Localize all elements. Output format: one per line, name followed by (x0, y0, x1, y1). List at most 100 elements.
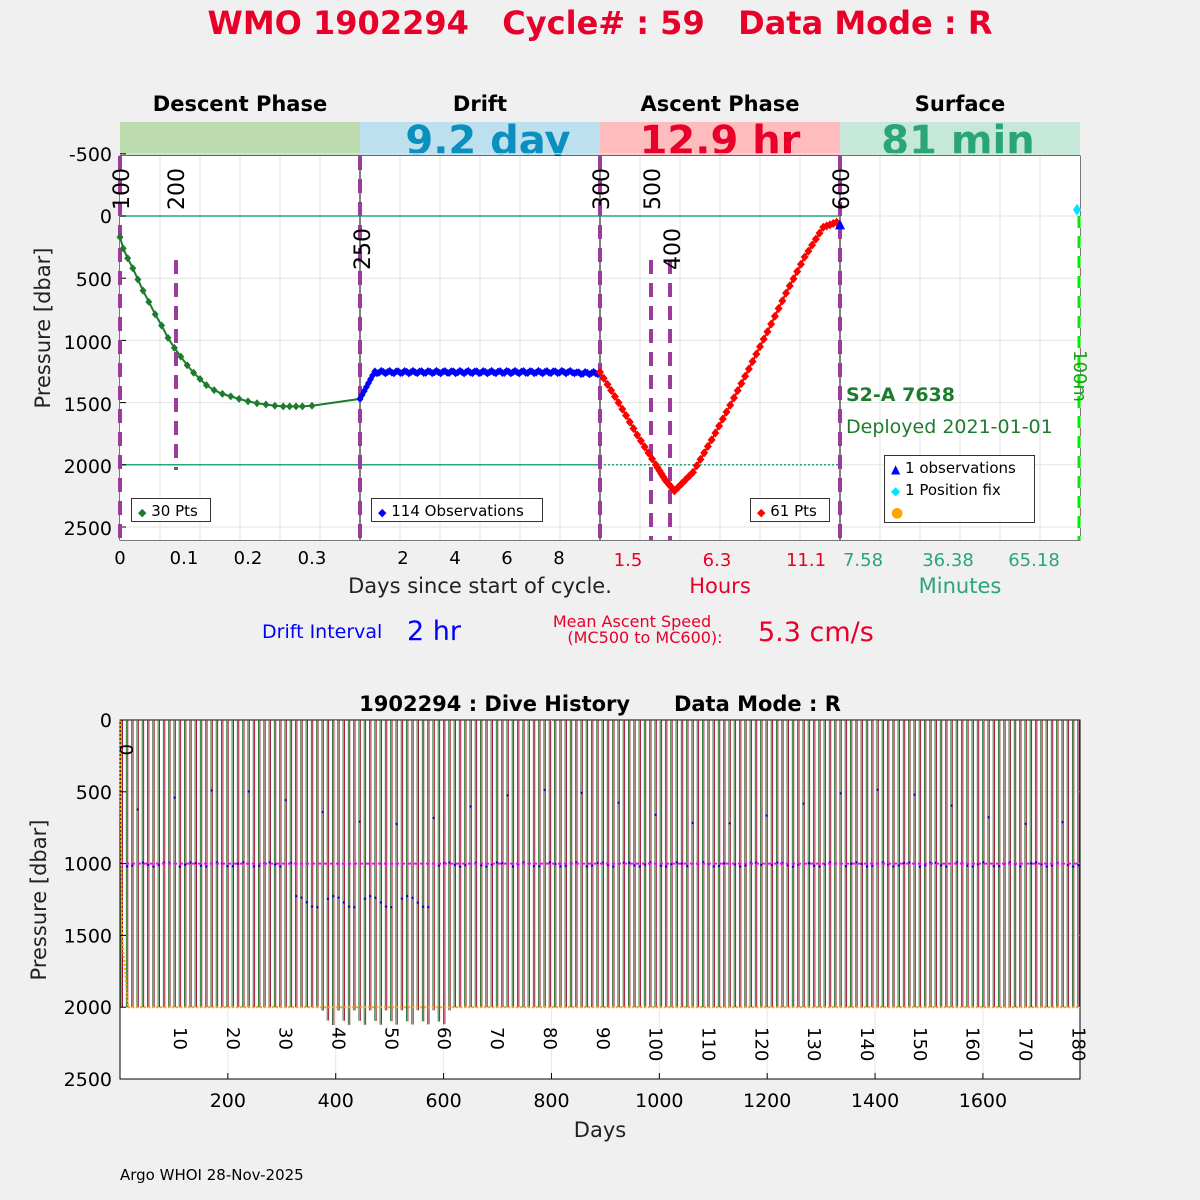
ascent-point (644, 448, 653, 458)
legend-surface-obs: 1 observations (905, 459, 1016, 477)
history-park (987, 815, 990, 819)
history-park (1066, 863, 1070, 867)
phase-title-drift: Drift (453, 92, 507, 116)
descent-point (134, 275, 142, 284)
ascent-point (692, 461, 701, 471)
history-park (1077, 863, 1080, 867)
xlabel-days: Days since start of cycle. (348, 574, 612, 598)
history-park (860, 862, 864, 866)
descent-point (271, 401, 279, 410)
ytick-1000: 1000 (64, 332, 112, 354)
ascent-point (726, 400, 735, 410)
cycle-label: 10 (169, 1027, 190, 1050)
history-park (236, 862, 240, 866)
history-park (865, 865, 869, 868)
ascent-point (782, 288, 791, 298)
band-surface (840, 122, 1080, 156)
phase-title-ascent: Ascent Phase (641, 92, 800, 116)
history-park (955, 861, 959, 864)
history-park (1029, 861, 1033, 865)
surface-xticks: 7.58 36.38 65.18 (843, 550, 1060, 571)
history-park (426, 905, 430, 909)
history-park (226, 864, 229, 868)
ascent-point (793, 266, 802, 276)
descent-point (298, 402, 306, 411)
history-park (870, 864, 874, 868)
mc-label: 200 (165, 168, 190, 210)
history-park (638, 865, 642, 868)
history-park (358, 820, 361, 824)
history-park (590, 864, 594, 867)
xtick-dr2: 2 (397, 548, 408, 569)
history-xtick: 1600 (959, 1090, 1007, 1112)
descent-point (210, 386, 218, 395)
descent-point (158, 321, 166, 330)
band-drift (360, 122, 600, 156)
history-park (437, 864, 441, 867)
history-park (786, 864, 790, 867)
cycle-label: 150 (909, 1027, 930, 1061)
ytick-1500: 1500 (64, 394, 112, 416)
history-park (601, 861, 605, 864)
history-park (379, 901, 383, 904)
cycle-label: 80 (539, 1027, 560, 1050)
ascent-point (703, 441, 712, 451)
phase-title-descent: Descent Phase (153, 92, 327, 116)
history-park (1034, 861, 1038, 864)
descent-point (170, 343, 178, 352)
xtick-d2: 0.2 (234, 548, 263, 569)
legend-descent-text: 30 Pts (151, 502, 198, 520)
descent-point (177, 352, 185, 361)
ytick-2000: 2000 (64, 456, 112, 478)
history-park (892, 865, 895, 868)
history-park (675, 860, 679, 864)
history-park (416, 901, 420, 904)
deployed-date: Deployed 2021-01-01 (846, 416, 1053, 438)
history-park (210, 789, 213, 792)
drift-xticks: 2 4 6 8 (397, 548, 564, 569)
history-park (654, 813, 657, 817)
top-yticks: -500 0 500 1000 1500 2000 2500 (64, 144, 112, 540)
history-park (352, 905, 356, 909)
history-park (1024, 822, 1027, 826)
ascent-point (711, 428, 720, 438)
descent-point (164, 333, 172, 342)
ascent-point (618, 404, 627, 414)
ascent-point (778, 296, 787, 306)
history-park (300, 896, 303, 899)
ascent-point (625, 417, 634, 427)
history-park (252, 865, 256, 868)
ascent-point (741, 371, 750, 381)
xlabel-hours: Hours (689, 574, 751, 598)
history-park (633, 864, 636, 867)
history-park (463, 863, 467, 867)
history-park (717, 864, 721, 868)
history-park (997, 864, 1001, 868)
history-park (617, 801, 620, 805)
descent-point (196, 374, 204, 383)
descent-point (286, 402, 294, 411)
legend-ascent-text: 61 Pts (770, 502, 817, 520)
xtick-dr8: 8 (553, 548, 564, 569)
history-park (183, 863, 187, 867)
history-park (421, 905, 425, 909)
history-park (432, 816, 435, 820)
cycle-label: 40 (327, 1027, 348, 1050)
cycle-label: 110 (697, 1027, 718, 1061)
history-park (125, 865, 129, 868)
history-park (284, 798, 287, 802)
history-ylabel: Pressure [dbar] (27, 820, 51, 981)
cycle-label: 180 (1067, 1027, 1088, 1061)
history-park (844, 864, 848, 868)
history-park (305, 900, 309, 904)
history-xtick: 1000 (635, 1090, 683, 1112)
history-park (405, 894, 409, 898)
history-park (1018, 865, 1022, 868)
history-park (664, 865, 668, 868)
history-park (511, 865, 515, 868)
ascent-point (815, 228, 824, 238)
history-park (368, 894, 372, 898)
history-park (543, 788, 546, 792)
history-park (580, 791, 583, 795)
